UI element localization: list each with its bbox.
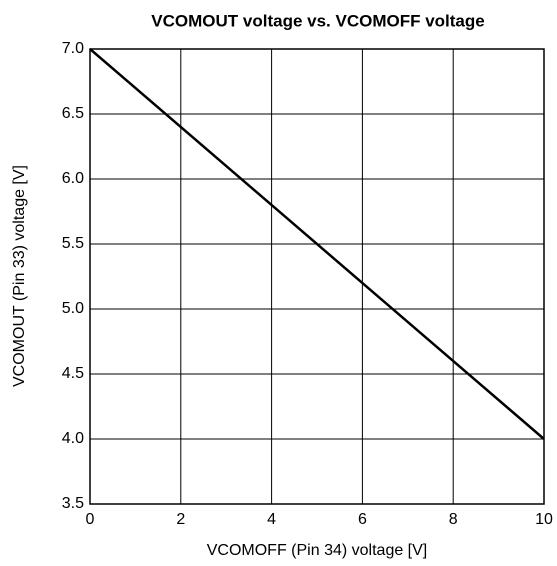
x-tick-label: 6 (358, 511, 367, 528)
x-tick-label: 0 (86, 511, 95, 528)
x-tick-label: 8 (449, 511, 458, 528)
plot-frame (89, 48, 545, 505)
y-tick-label: 5.5 (62, 235, 84, 252)
chart-title: VCOMOUT voltage vs. VCOMOFF voltage (151, 11, 484, 30)
y-tick-label: 5.0 (62, 300, 84, 317)
y-tick-label: 6.0 (62, 170, 84, 187)
y-axis-label: VCOMOUT (Pin 33) voltage [V] (11, 165, 28, 387)
x-tick-label: 4 (267, 511, 276, 528)
x-tick-label: 2 (176, 511, 185, 528)
data-line (89, 48, 545, 440)
y-tick-label: 4.0 (62, 430, 84, 447)
x-tick-label: 10 (535, 511, 553, 528)
y-tick-label: 3.5 (62, 495, 84, 512)
y-tick-label: 7.0 (62, 40, 84, 57)
y-tick-label: 4.5 (62, 365, 84, 382)
x-axis-label: VCOMOFF (Pin 34) voltage [V] (207, 542, 428, 559)
y-tick-label: 6.5 (62, 105, 84, 122)
